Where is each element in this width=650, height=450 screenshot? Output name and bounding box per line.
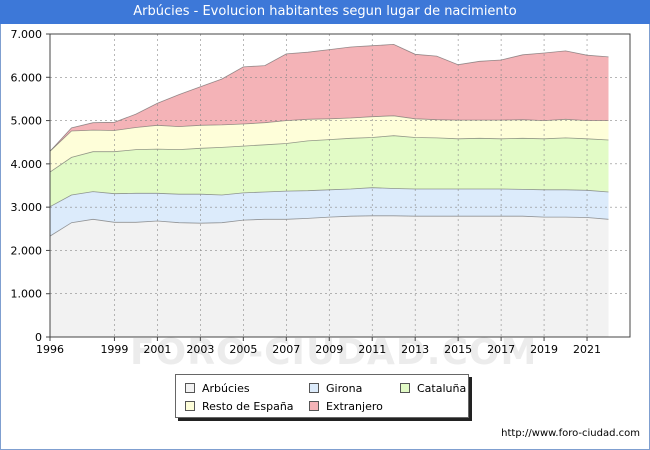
y-tick-label: 4.000	[11, 158, 43, 171]
legend-label-extranjero: Extranjero	[326, 400, 383, 413]
watermark: FORO-CIUDAD.COM	[130, 332, 538, 373]
y-tick-label: 7.000	[11, 28, 43, 41]
y-tick-label: 5.000	[11, 115, 43, 128]
x-tick-label: 2005	[229, 343, 257, 356]
legend-label-arbucies: Arbúcies	[202, 382, 250, 395]
legend-label-cataluna: Cataluña	[417, 382, 467, 395]
legend: Arbúcies Girona Cataluña Resto de España…	[175, 374, 469, 418]
line-resto-de-espana	[49, 115, 609, 152]
y-tick-label: 2.000	[11, 244, 43, 257]
x-tick-label: 1999	[100, 343, 128, 356]
x-tick-label: 2001	[143, 343, 171, 356]
plot-border	[49, 33, 631, 338]
x-tick-label: 2021	[573, 343, 601, 356]
legend-swatch-girona	[309, 383, 319, 393]
y-tick-label: 1.000	[11, 288, 43, 301]
x-tick-label: 2007	[272, 343, 300, 356]
legend-swatch-resto-de-espana	[185, 401, 195, 411]
legend-item-girona: Girona	[309, 382, 362, 396]
y-tick-label: 0	[35, 331, 42, 344]
x-tick-label: 2009	[315, 343, 343, 356]
legend-label-resto-de-espana: Resto de España	[202, 400, 294, 413]
legend-item-cataluna: Cataluña	[400, 382, 466, 396]
x-tick-label: 1996	[36, 343, 64, 356]
x-tick-label: 2015	[444, 343, 472, 356]
x-tick-label: 2019	[530, 343, 558, 356]
x-tick-label: 2003	[186, 343, 214, 356]
legend-item-extranjero: Extranjero	[309, 400, 383, 414]
legend-swatch-extranjero	[309, 401, 319, 411]
area-arbucies	[50, 215, 609, 337]
line-arbucies	[49, 215, 609, 237]
legend-swatch-arbucies	[185, 383, 195, 393]
legend-swatch-cataluna	[400, 383, 410, 393]
y-tick-label: 6.000	[11, 71, 43, 84]
legend-label-girona: Girona	[326, 382, 363, 395]
x-tick-label: 2017	[487, 343, 515, 356]
area-girona	[50, 187, 609, 237]
area-extranjero	[50, 44, 609, 152]
y-tick-label: 3.000	[11, 201, 43, 214]
legend-item-resto-de-espana: Resto de España	[185, 400, 294, 414]
x-tick-label: 2013	[401, 343, 429, 356]
area-resto-de-espana	[50, 115, 609, 173]
legend-item-arbucies: Arbúcies	[185, 382, 250, 396]
source-url: http://www.foro-ciudad.com	[501, 428, 640, 439]
x-tick-label: 2011	[358, 343, 386, 356]
chart-title: Arbúcies - Evolucion habitantes segun lu…	[0, 0, 650, 24]
